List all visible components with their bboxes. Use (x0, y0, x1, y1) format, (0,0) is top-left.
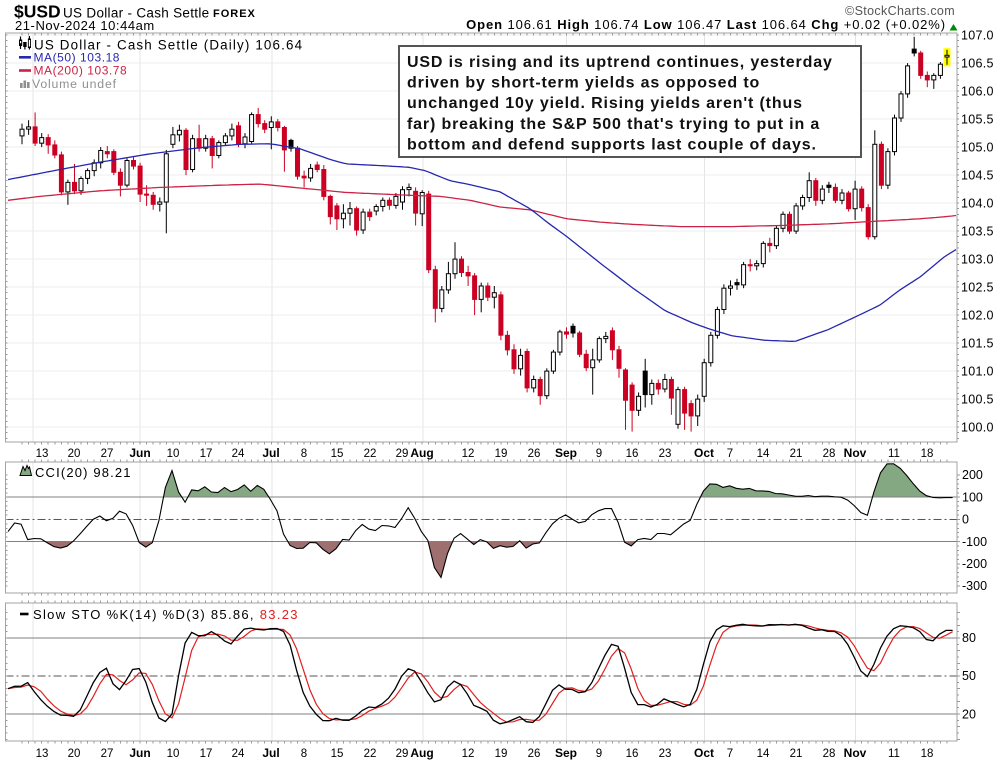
svg-text:20: 20 (962, 707, 976, 721)
svg-text:Slow STO %K(14) %D(3) 85.86, 8: Slow STO %K(14) %D(3) 85.86, 83.23 (33, 607, 299, 622)
svg-text:28: 28 (823, 748, 836, 760)
svg-text:16: 16 (626, 748, 639, 760)
svg-text:27: 27 (101, 748, 114, 760)
svg-text:105.5: 105.5 (961, 112, 994, 126)
svg-text:driven by short-term yields as: driven by short-term yields as opposed t… (407, 75, 760, 92)
svg-text:80: 80 (962, 631, 976, 645)
svg-text:23: 23 (659, 448, 672, 460)
svg-text:bottom and defend supports las: bottom and defend supports last couple o… (407, 136, 817, 153)
svg-text:23: 23 (659, 748, 672, 760)
svg-text:Volume undef: Volume undef (32, 77, 117, 91)
svg-text:50: 50 (962, 669, 976, 683)
svg-text:-100: -100 (962, 535, 987, 549)
svg-text:103.5: 103.5 (961, 224, 994, 238)
svg-text:13: 13 (36, 448, 49, 460)
svg-text:20: 20 (68, 448, 81, 460)
svg-text:Aug: Aug (410, 746, 433, 760)
svg-text:19: 19 (495, 448, 508, 460)
svg-text:CCI(20) 98.21: CCI(20) 98.21 (35, 465, 132, 480)
svg-text:107.0: 107.0 (961, 28, 994, 42)
svg-text:0: 0 (962, 513, 969, 527)
svg-text:22: 22 (364, 448, 377, 460)
svg-text:Jul: Jul (262, 446, 279, 460)
svg-text:©StockCharts.com: ©StockCharts.com (845, 4, 955, 18)
svg-text:18: 18 (921, 448, 934, 460)
svg-text:Nov: Nov (844, 446, 867, 460)
svg-text:10: 10 (167, 748, 180, 760)
svg-text:7: 7 (727, 448, 733, 460)
svg-text:16: 16 (626, 448, 639, 460)
svg-text:21-Nov-2024 10:44am: 21-Nov-2024 10:44am (15, 18, 155, 33)
svg-text:19: 19 (495, 748, 508, 760)
svg-text:22: 22 (364, 748, 377, 760)
svg-text:100: 100 (962, 490, 983, 504)
svg-text:Jul: Jul (262, 746, 279, 760)
svg-text:101.0: 101.0 (961, 364, 994, 378)
svg-text:Open 106.61 High 106.74 Low 10: Open 106.61 High 106.74 Low 106.47 Last … (466, 17, 946, 32)
svg-text:12: 12 (462, 748, 475, 760)
svg-text:9: 9 (596, 748, 602, 760)
svg-text:24: 24 (232, 448, 245, 460)
svg-text:21: 21 (790, 748, 803, 760)
svg-text:7: 7 (727, 748, 733, 760)
svg-text:10: 10 (167, 448, 180, 460)
svg-text:103.0: 103.0 (961, 252, 994, 266)
svg-text:US Dollar - Cash Settle (Daily: US Dollar - Cash Settle (Daily) 106.64 (34, 38, 303, 53)
svg-text:17: 17 (200, 448, 213, 460)
svg-text:15: 15 (331, 748, 344, 760)
svg-text:15: 15 (331, 448, 344, 460)
svg-text:27: 27 (101, 448, 114, 460)
svg-text:8: 8 (301, 748, 307, 760)
svg-text:-300: -300 (962, 579, 987, 593)
svg-text:102.0: 102.0 (961, 308, 994, 322)
svg-text:26: 26 (528, 448, 541, 460)
svg-text:20: 20 (68, 748, 81, 760)
svg-text:24: 24 (232, 748, 245, 760)
svg-text:26: 26 (528, 748, 541, 760)
svg-text:17: 17 (200, 748, 213, 760)
svg-text:9: 9 (596, 448, 602, 460)
svg-text:US Dollar - Cash Settle: US Dollar - Cash Settle (63, 6, 209, 21)
svg-text:104.0: 104.0 (961, 196, 994, 210)
svg-text:Jun: Jun (129, 446, 150, 460)
svg-text:14: 14 (757, 448, 770, 460)
svg-text:14: 14 (757, 748, 770, 760)
svg-text:MA(200) 103.78: MA(200) 103.78 (34, 64, 128, 78)
svg-text:100.5: 100.5 (961, 392, 994, 406)
svg-text:104.5: 104.5 (961, 168, 994, 182)
svg-text:far) breaking the S&P 500 that: far) breaking the S&P 500 that's trying … (407, 116, 820, 133)
svg-text:102.5: 102.5 (961, 280, 994, 294)
svg-text:Sep: Sep (555, 446, 577, 460)
svg-text:200: 200 (962, 468, 983, 482)
svg-text:106.5: 106.5 (961, 56, 994, 70)
svg-text:USD is rising and its uptrend: USD is rising and its uptrend continues,… (407, 54, 833, 71)
svg-text:Sep: Sep (555, 746, 577, 760)
svg-text:100.0: 100.0 (961, 420, 994, 434)
svg-text:Jun: Jun (129, 746, 150, 760)
svg-text:105.0: 105.0 (961, 140, 994, 154)
svg-text:Nov: Nov (844, 746, 867, 760)
svg-text:101.5: 101.5 (961, 336, 994, 350)
svg-text:Aug: Aug (410, 446, 433, 460)
svg-text:MA(50) 103.18: MA(50) 103.18 (34, 50, 121, 64)
svg-text:106.0: 106.0 (961, 84, 994, 98)
svg-text:8: 8 (301, 448, 307, 460)
svg-text:29: 29 (396, 748, 409, 760)
svg-text:28: 28 (823, 448, 836, 460)
svg-text:21: 21 (790, 448, 803, 460)
svg-text:29: 29 (396, 448, 409, 460)
svg-text:FOREX: FOREX (213, 8, 256, 20)
svg-text:Oct: Oct (694, 446, 714, 460)
svg-text:12: 12 (462, 448, 475, 460)
svg-text:-200: -200 (962, 557, 987, 571)
svg-text:11: 11 (888, 448, 900, 460)
svg-text:unchanged 10y yield. Rising yi: unchanged 10y yield. Rising yields aren'… (407, 95, 803, 112)
svg-text:13: 13 (36, 748, 49, 760)
svg-text:18: 18 (921, 748, 934, 760)
svg-text:11: 11 (888, 748, 900, 760)
svg-text:$USD: $USD (14, 2, 61, 22)
svg-text:Oct: Oct (694, 746, 714, 760)
